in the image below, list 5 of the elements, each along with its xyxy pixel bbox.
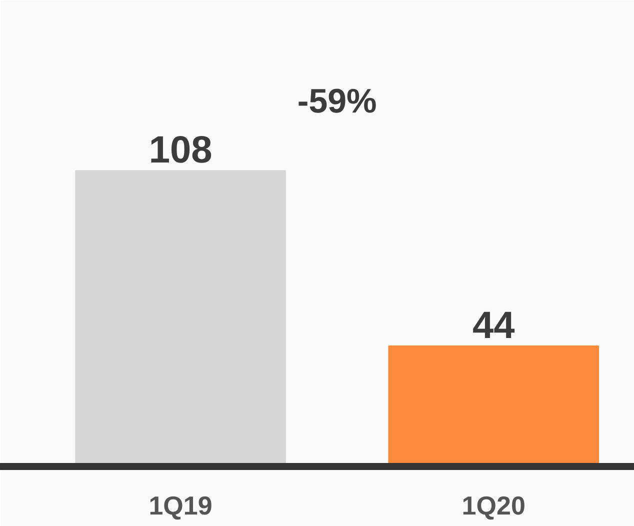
data-label: 108 <box>148 130 212 172</box>
text: -59% <box>297 82 377 120</box>
x-tick-label: 1Q20 <box>462 490 526 520</box>
data-label: 44 <box>472 304 515 347</box>
x-tick-label: 1Q19 <box>148 490 212 520</box>
